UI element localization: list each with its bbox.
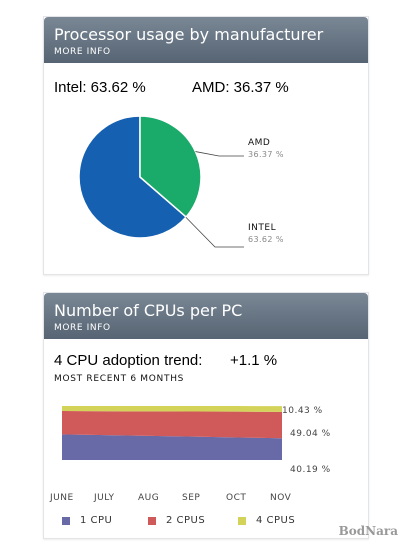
x-tick-label: JULY — [94, 493, 115, 503]
legend-label: 1 CPU — [80, 515, 113, 526]
end-label-4cpu: 10.43 % — [282, 406, 323, 416]
panel-title: Processor usage by manufacturer — [54, 25, 324, 44]
leader-line-amd — [195, 151, 244, 157]
intel-slice-label: INTEL — [248, 223, 277, 233]
more-info-link[interactable]: MORE INFO — [54, 323, 111, 333]
area-series-1cpu — [62, 434, 282, 460]
legend-swatch — [62, 516, 70, 525]
area-series-4cpus — [62, 406, 282, 412]
legend-swatch — [238, 516, 246, 525]
x-tick-label: SEP — [182, 493, 201, 503]
panel-header: Number of CPUs per PC MORE INFO — [44, 293, 368, 339]
x-tick-label: JUNE — [50, 493, 74, 503]
legend-1cpu: 1 CPU — [62, 515, 112, 526]
legend-swatch — [148, 516, 156, 525]
legend-label: 2 CPUS — [166, 515, 206, 526]
panel-title: Number of CPUs per PC — [54, 301, 243, 320]
trend-label: 4 CPU adoption trend: — [54, 352, 203, 369]
area-series-2cpus — [62, 411, 282, 439]
cpus-per-pc-panel: Number of CPUs per PC MORE INFO 4 CPU ad… — [43, 292, 369, 539]
x-tick-label: NOV — [270, 493, 292, 503]
legend-label: 4 CPUS — [256, 515, 296, 526]
processor-usage-panel: Processor usage by manufacturer MORE INF… — [43, 16, 369, 275]
watermark-logo: BodNara — [338, 524, 398, 538]
end-label-2cpu: 49.04 % — [290, 429, 331, 439]
leader-line-intel — [185, 216, 244, 248]
amd-slice-value: 36.37 % — [248, 150, 284, 159]
amd-slice-label: AMD — [248, 138, 271, 148]
x-tick-label: OCT — [226, 493, 247, 503]
pie-chart — [78, 115, 244, 248]
legend-2cpus: 2 CPUS — [148, 515, 205, 526]
intel-slice-value: 63.62 % — [248, 235, 284, 244]
legend-4cpus: 4 CPUS — [238, 515, 295, 526]
panel-header: Processor usage by manufacturer MORE INF… — [44, 17, 368, 63]
trend-value: +1.1 % — [230, 352, 278, 369]
amd-summary: AMD: 36.37 % — [192, 79, 289, 96]
more-info-link[interactable]: MORE INFO — [54, 47, 111, 57]
intel-summary: Intel: 63.62 % — [54, 79, 146, 96]
area-chart — [62, 406, 282, 460]
end-label-1cpu: 40.19 % — [290, 465, 331, 475]
period-label: MOST RECENT 6 MONTHS — [54, 374, 185, 384]
x-tick-label: AUG — [138, 493, 160, 503]
pie-slice-intel — [78, 115, 188, 239]
